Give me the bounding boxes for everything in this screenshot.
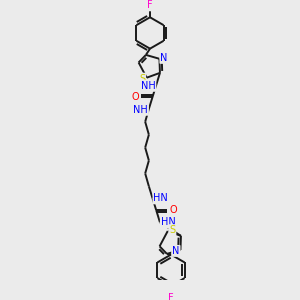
Text: S: S xyxy=(139,74,145,84)
Text: HN: HN xyxy=(161,217,176,227)
Text: NH: NH xyxy=(133,105,148,115)
Text: N: N xyxy=(172,246,179,256)
Text: NH: NH xyxy=(141,81,155,91)
Text: F: F xyxy=(147,0,153,10)
Text: O: O xyxy=(131,92,139,102)
Text: F: F xyxy=(168,293,174,300)
Text: HN: HN xyxy=(154,193,168,203)
Text: N: N xyxy=(160,53,168,63)
Text: S: S xyxy=(169,225,176,235)
Text: O: O xyxy=(170,205,178,215)
